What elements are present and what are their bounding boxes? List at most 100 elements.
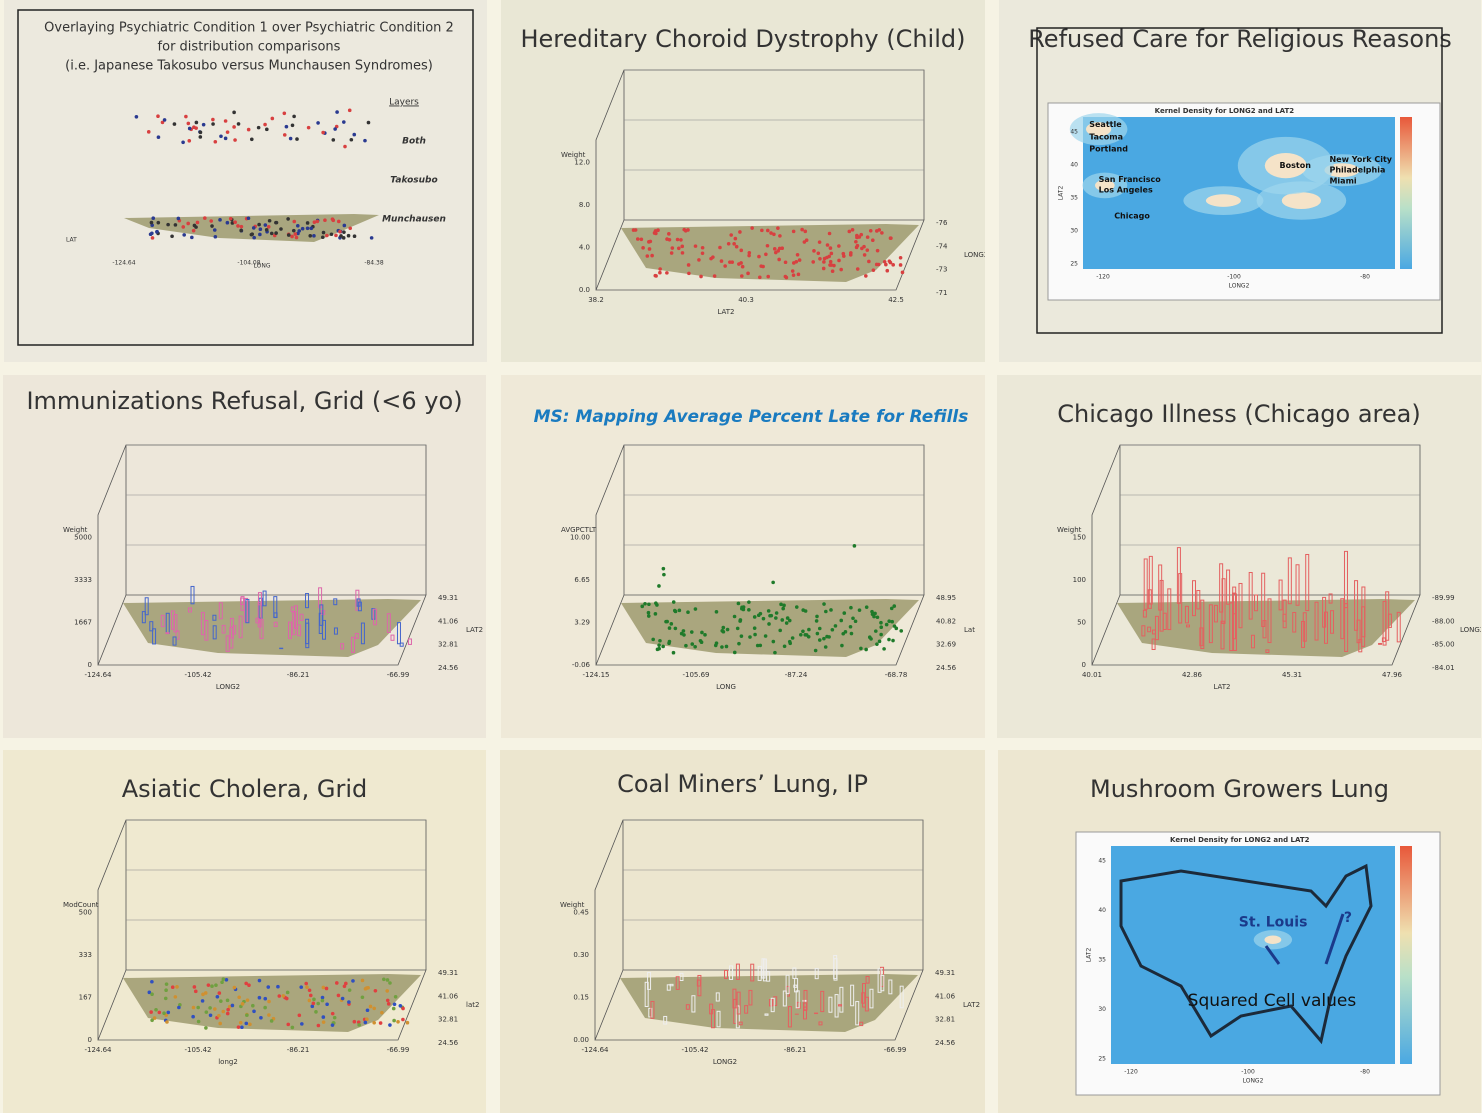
decor-dot [773,650,777,655]
decor-bar [386,613,391,633]
heatmap-heading: Kernel Density for LONG2 and LAT2 [1170,836,1310,844]
y-axis-label: Weight [561,151,586,159]
y-tick-label: 333 [79,951,92,959]
decor-dot [297,1013,302,1018]
decor-bar [1343,550,1348,609]
z-tick-label: 49.31 [935,969,955,977]
y-tick-label: 167 [79,994,92,1002]
decor-dot [333,127,337,131]
slide-title: Mushroom Growers Lung [1090,775,1389,803]
z-axis-label: LAT2 [963,1001,980,1009]
decor-dot [740,605,744,610]
y-tick-label: 12.0 [574,159,590,167]
x-axis-label: LONG2 [216,683,240,691]
decor-dot [176,216,181,221]
slide-frame [1036,27,1443,334]
decor-dot [150,979,154,984]
decor-bar [793,984,798,988]
decor-dot [661,644,665,649]
decor-dot [293,232,298,236]
y-tick-label: 35 [1098,957,1106,964]
decor-dot [335,110,339,114]
z-axis-label: lat2 [466,1001,479,1009]
decor-dot [693,607,698,611]
decor-dot [330,1023,335,1027]
z-axis-label: LONG2 [964,251,985,259]
decor-dot [781,606,785,611]
decor-dot [372,1006,376,1011]
decor-dot [797,258,802,262]
place-label: ? [1344,910,1352,926]
decor-dot [658,638,662,643]
decor-dot [347,108,352,113]
decor-dot [225,130,230,134]
decor-dot [725,627,730,632]
decor-dot [217,991,222,995]
decor-dot [757,275,762,280]
decor-bar [839,986,844,1013]
decor-bar [373,608,378,626]
decor-dot [344,981,348,986]
decor-dot [776,226,780,230]
decor-dot [724,644,729,649]
x-tick-label: -86.21 [287,671,310,679]
decor-dot [213,139,218,144]
decor-dot [256,125,261,130]
decor-dot [785,616,790,620]
decor-dot [873,611,877,616]
decor-dot [223,136,228,141]
decor-dot [221,977,226,981]
decor-dot [879,632,883,637]
decor-dot [714,610,719,614]
color-bar [1400,117,1412,269]
decor-dot [646,610,651,615]
slide-panel: Chicago Illness (Chicago area) 0 50 100 150W… [997,375,1481,738]
decor-bar [1248,572,1253,620]
decor-dot [325,233,329,238]
decor-dot [232,125,236,129]
decor-dot [396,1019,400,1024]
x-tick-label: -100 [1227,274,1241,281]
decor-dot [209,219,213,223]
decor-dot [363,1020,368,1025]
decor-dot [308,233,313,238]
decor-bar [828,996,833,1013]
decor-dot [756,613,761,618]
decor-dot [739,248,744,253]
decor-dot [777,257,781,262]
decor-dot [213,1007,217,1011]
decor-dot [286,217,290,221]
decor-dot [149,1010,153,1014]
slide-title: Chicago Illness (Chicago area) [1057,400,1420,428]
y-tick-label: 25 [1070,261,1078,268]
decor-dot [766,274,771,279]
decor-bar [356,598,361,607]
decor-dot [291,228,296,233]
decor-bar [238,615,243,639]
x-tick-label: -105.69 [682,671,709,679]
decor-dot [269,1019,274,1023]
decor-dot [699,640,704,644]
decor-dot [150,992,154,997]
decor-dot [164,982,169,986]
decor-dot [380,1010,384,1015]
decor-dot [224,977,229,982]
decor-dot [900,270,905,275]
decor-dot [236,1025,241,1029]
place-label: Squared Cell values [1188,991,1357,1011]
x-tick-label: -86.21 [287,1046,310,1054]
decor-dot [738,230,742,234]
decor-bar [1199,627,1204,647]
decor-dot [889,606,894,611]
decor-dot [752,615,757,619]
decor-dot [340,996,345,1001]
z-tick-label: 41.06 [438,992,459,1000]
decor-dot [181,140,185,145]
decor-dot [747,253,751,258]
decor-bar [1282,599,1287,629]
x-tick-label: -105.42 [184,671,211,679]
decor-bar [864,996,869,1012]
z-tick-label: 49.31 [438,969,458,977]
z-tick-label: 32.81 [935,1016,955,1024]
decor-bar [738,1021,743,1026]
